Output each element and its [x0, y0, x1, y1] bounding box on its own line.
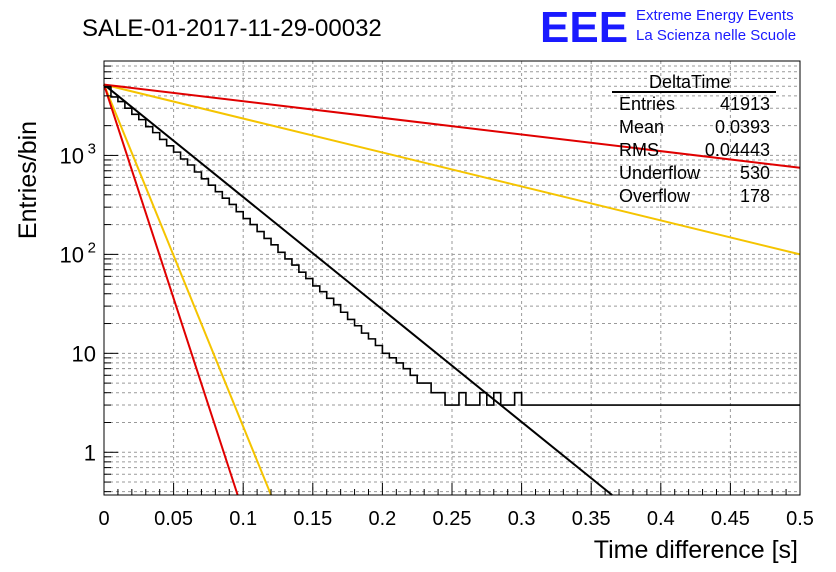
stats-value: 0.0393: [715, 117, 770, 137]
stats-label: Overflow: [619, 186, 691, 206]
stats-box: DeltaTime Entries 41913 Mean 0.0393 RMS …: [612, 72, 776, 206]
stats-label: Entries: [619, 94, 675, 114]
x-tick-label: 0.4: [647, 508, 675, 530]
x-tick-label: 0.25: [433, 508, 472, 530]
y-tick-label: 1: [84, 440, 96, 465]
axis-ticks: 0 0.05 0.1 0.15 0.2 0.25 0.3 0.35 0.4 0.45 0.5 1 10 1…: [60, 60, 814, 530]
x-tick-label: 0.5: [786, 508, 814, 530]
x-tick-label: 0.35: [572, 508, 611, 530]
fit-line: [103, 83, 613, 496]
eee-logo: EEE: [540, 3, 628, 52]
y-tick-label: 10: [72, 341, 96, 366]
x-tick-label: 0.2: [368, 508, 396, 530]
x-tick-label: 0.15: [293, 508, 332, 530]
y-tick-label: 10: [60, 242, 84, 267]
x-tick-label: 0.3: [508, 508, 536, 530]
y-tick-label: 10: [60, 143, 84, 168]
x-tick-label: 0: [98, 508, 109, 530]
y-axis-label: Entries/bin: [14, 121, 42, 239]
fit-line: [103, 83, 801, 169]
y-tick-exponent: 2: [88, 239, 96, 256]
fit-line: [103, 84, 272, 496]
grid: [104, 60, 800, 495]
x-tick-label: 0.05: [154, 508, 193, 530]
stats-title: DeltaTime: [649, 72, 730, 92]
fit-line: [103, 83, 801, 256]
logo-line-1: Extreme Energy Events: [636, 7, 794, 24]
stats-value: 41913: [720, 94, 770, 114]
y-tick-exponent: 3: [88, 140, 96, 157]
stats-label: Mean: [619, 117, 664, 137]
histogram-outline: [104, 86, 800, 406]
x-tick-label: 0.45: [711, 508, 750, 530]
stats-value: 178: [740, 186, 770, 206]
x-axis-label: Time difference [s]: [594, 536, 798, 564]
stats-label: Underflow: [619, 163, 701, 183]
logo-line-2: La Scienza nelle Scuole: [636, 27, 796, 44]
x-tick-label: 0.1: [229, 508, 257, 530]
run-title: SALE-01-2017-11-29-00032: [82, 15, 382, 42]
fit-line: [103, 84, 239, 496]
stats-value: 530: [740, 163, 770, 183]
fit-lines: [103, 83, 801, 496]
histogram: [104, 86, 800, 406]
stats-label: RMS: [619, 140, 659, 160]
stats-value: 0.04443: [705, 140, 770, 160]
